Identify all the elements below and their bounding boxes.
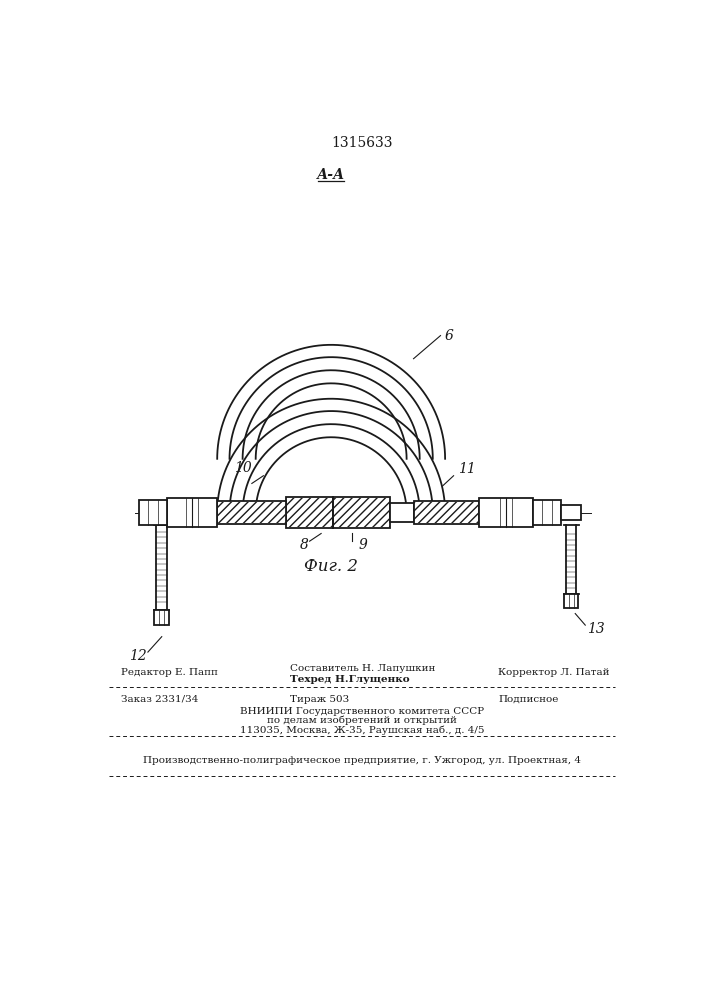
Text: Заказ 2331/34: Заказ 2331/34 [121,695,199,704]
Bar [154,610,170,625]
Bar [139,500,167,525]
Text: 10: 10 [234,461,252,475]
Text: Подписное: Подписное [498,695,559,704]
Bar [333,497,390,528]
Text: Корректор Л. Патай: Корректор Л. Патай [498,668,609,677]
Bar [334,498,390,527]
Text: 113035, Москва, Ж-35, Раушская наб., д. 4/5: 113035, Москва, Ж-35, Раушская наб., д. … [240,725,484,735]
Bar [533,500,561,525]
Bar [414,502,478,523]
Text: по делам изобретений и открытий: по делам изобретений и открытий [267,716,457,725]
Text: А-А: А-А [317,168,345,182]
Text: Редактор Е. Папп: Редактор Е. Папп [121,668,218,677]
Bar [286,497,333,528]
Bar [218,502,286,523]
Text: 6: 6 [444,329,453,343]
Text: 8: 8 [300,538,309,552]
Bar [479,498,533,527]
Bar [561,505,581,520]
Bar [167,498,217,527]
Bar [217,501,286,524]
Text: Фиг. 2: Фиг. 2 [304,558,358,575]
Bar [414,501,479,524]
Text: 13: 13 [587,622,604,636]
Bar [564,594,578,608]
Text: Составитель Н. Лапушкин: Составитель Н. Лапушкин [291,664,436,673]
Bar [390,503,414,522]
Text: Производственно-полиграфическое предприятие, г. Ужгород, ул. Проектная, 4: Производственно-полиграфическое предприя… [143,756,581,765]
Text: Тираж 503: Тираж 503 [291,695,349,704]
Text: 11: 11 [458,462,476,476]
Text: 12: 12 [129,649,146,663]
Text: 1315633: 1315633 [331,136,392,150]
Text: Техред Н.Глущенко: Техред Н.Глущенко [291,675,410,684]
Text: 9: 9 [358,538,367,552]
Text: ВНИИПИ Государственного комитета СССР: ВНИИПИ Государственного комитета СССР [240,707,484,716]
Bar [287,498,332,527]
